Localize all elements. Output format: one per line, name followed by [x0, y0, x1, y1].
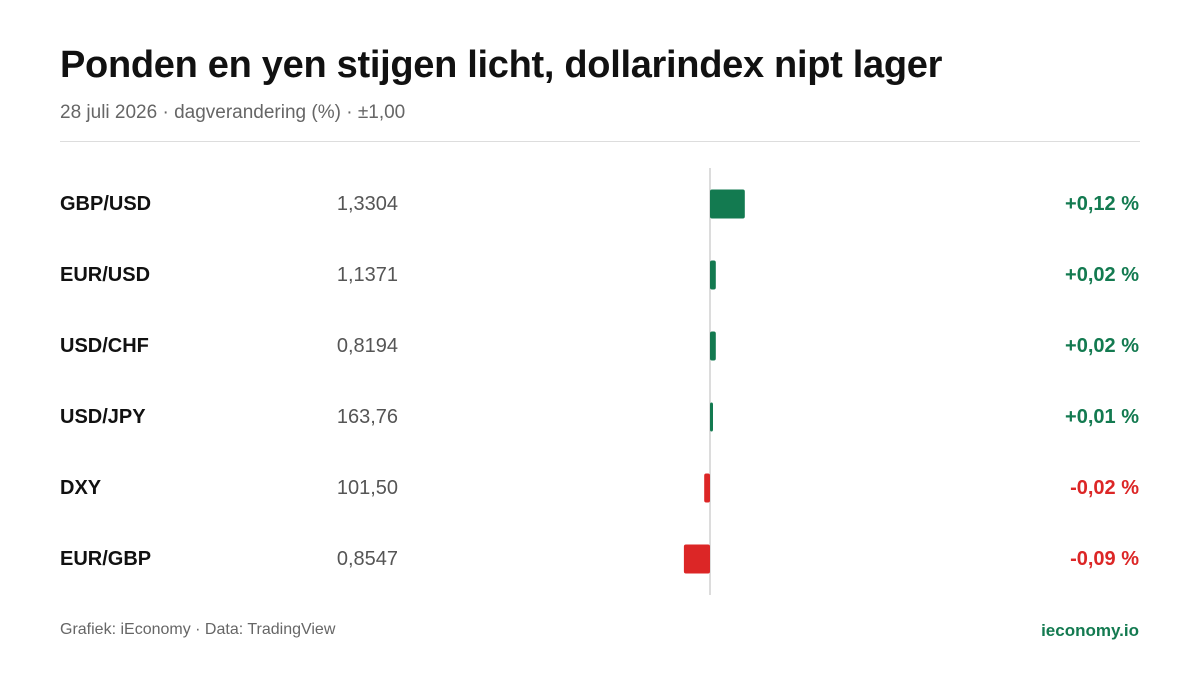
header-divider — [60, 141, 1140, 142]
change-value-label: +0,02 % — [1065, 335, 1139, 357]
change-value-label: +0,02 % — [1065, 264, 1139, 286]
price-value: 163,76 — [337, 406, 398, 428]
change-value-label: +0,01 % — [1065, 406, 1139, 428]
change-bar — [710, 260, 716, 290]
change-value-label: -0,02 % — [1070, 477, 1139, 499]
change-bar — [710, 189, 745, 219]
pair-label: GBP/USD — [60, 193, 151, 215]
change-bar — [710, 331, 716, 361]
footer-credit: Grafiek: iEconomy · Data: TradingView — [60, 621, 336, 638]
price-value: 1,3304 — [337, 193, 398, 215]
pair-label: USD/CHF — [60, 335, 149, 357]
footer-brand-link[interactable]: ieconomy.io — [1041, 621, 1139, 640]
chart-subtitle: 28 juli 2026 · dagverandering (%) · ±1,0… — [60, 102, 406, 123]
change-bar — [683, 544, 710, 574]
price-value: 101,50 — [337, 477, 398, 499]
pair-label: USD/JPY — [60, 406, 146, 428]
price-value: 0,8194 — [337, 335, 398, 357]
change-bar — [710, 402, 713, 432]
change-bar — [704, 473, 710, 503]
change-value-label: +0,12 % — [1065, 193, 1139, 215]
price-value: 1,1371 — [337, 264, 398, 286]
chart-title: Ponden en yen stijgen licht, dollarindex… — [60, 44, 943, 86]
pair-label: EUR/USD — [60, 264, 150, 286]
pair-label: DXY — [60, 477, 102, 499]
change-value-label: -0,09 % — [1070, 548, 1139, 570]
price-value: 0,8547 — [337, 548, 398, 570]
pair-label: EUR/GBP — [60, 548, 151, 570]
